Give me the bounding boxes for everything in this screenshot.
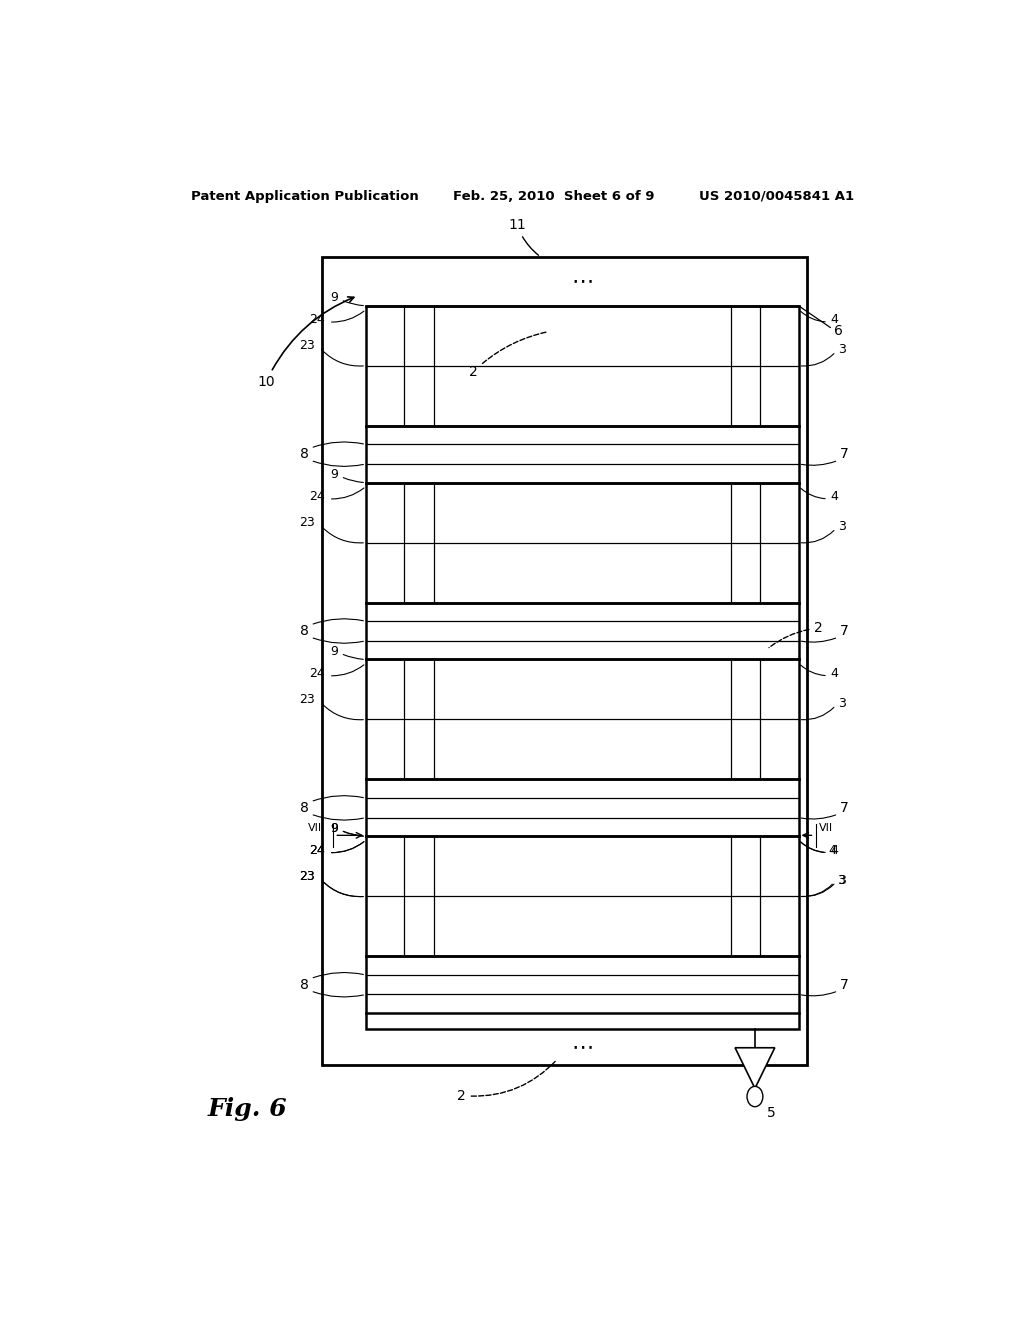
Text: 3: 3 [839, 520, 846, 533]
Text: 24: 24 [309, 843, 325, 857]
Text: 11: 11 [508, 218, 539, 255]
Text: 3: 3 [839, 697, 846, 710]
Text: 6: 6 [835, 325, 843, 338]
Text: 4: 4 [828, 843, 837, 857]
Text: 9: 9 [331, 292, 338, 304]
Text: 8: 8 [300, 447, 309, 461]
Text: ⋯: ⋯ [571, 272, 594, 292]
Text: 4: 4 [830, 843, 839, 857]
Polygon shape [735, 1048, 775, 1089]
Text: 9: 9 [331, 469, 338, 480]
Text: 8: 8 [300, 624, 309, 638]
Text: 7: 7 [840, 978, 849, 991]
Bar [367, 306, 799, 1030]
Text: 4: 4 [830, 667, 839, 680]
Text: 8: 8 [300, 978, 309, 991]
Text: US 2010/0045841 A1: US 2010/0045841 A1 [699, 190, 854, 202]
Text: 9: 9 [331, 822, 338, 834]
Text: 24: 24 [309, 667, 325, 680]
Text: 9: 9 [331, 822, 338, 834]
Text: VII: VII [818, 824, 833, 833]
Text: 7: 7 [840, 624, 849, 638]
Text: 5: 5 [767, 1106, 775, 1119]
Text: 23: 23 [300, 516, 315, 529]
Text: 7: 7 [840, 447, 849, 461]
Text: Patent Application Publication: Patent Application Publication [191, 190, 419, 202]
Text: 8: 8 [300, 801, 309, 814]
Text: 3: 3 [839, 874, 846, 887]
Text: 24: 24 [309, 490, 325, 503]
Text: 9: 9 [331, 645, 338, 657]
Text: 4: 4 [830, 313, 839, 326]
Text: 4: 4 [830, 490, 839, 503]
Circle shape [746, 1086, 763, 1106]
Text: 23: 23 [300, 693, 315, 706]
Text: 23: 23 [300, 870, 315, 883]
Text: 10: 10 [257, 297, 354, 389]
Text: 3: 3 [837, 874, 845, 887]
Text: VII: VII [308, 824, 323, 833]
Text: 2: 2 [457, 1060, 557, 1102]
Text: 3: 3 [839, 343, 846, 356]
Text: 23: 23 [300, 870, 315, 883]
Text: Feb. 25, 2010  Sheet 6 of 9: Feb. 25, 2010 Sheet 6 of 9 [454, 190, 655, 202]
Text: 2: 2 [769, 620, 823, 648]
Text: 23: 23 [300, 339, 315, 352]
Text: 2: 2 [469, 331, 548, 379]
Bar [323, 257, 807, 1065]
Text: ⋯: ⋯ [571, 1038, 594, 1057]
Text: 24: 24 [309, 843, 325, 857]
Text: 24: 24 [309, 313, 325, 326]
Text: 7: 7 [840, 801, 849, 814]
Text: Fig. 6: Fig. 6 [207, 1097, 287, 1121]
